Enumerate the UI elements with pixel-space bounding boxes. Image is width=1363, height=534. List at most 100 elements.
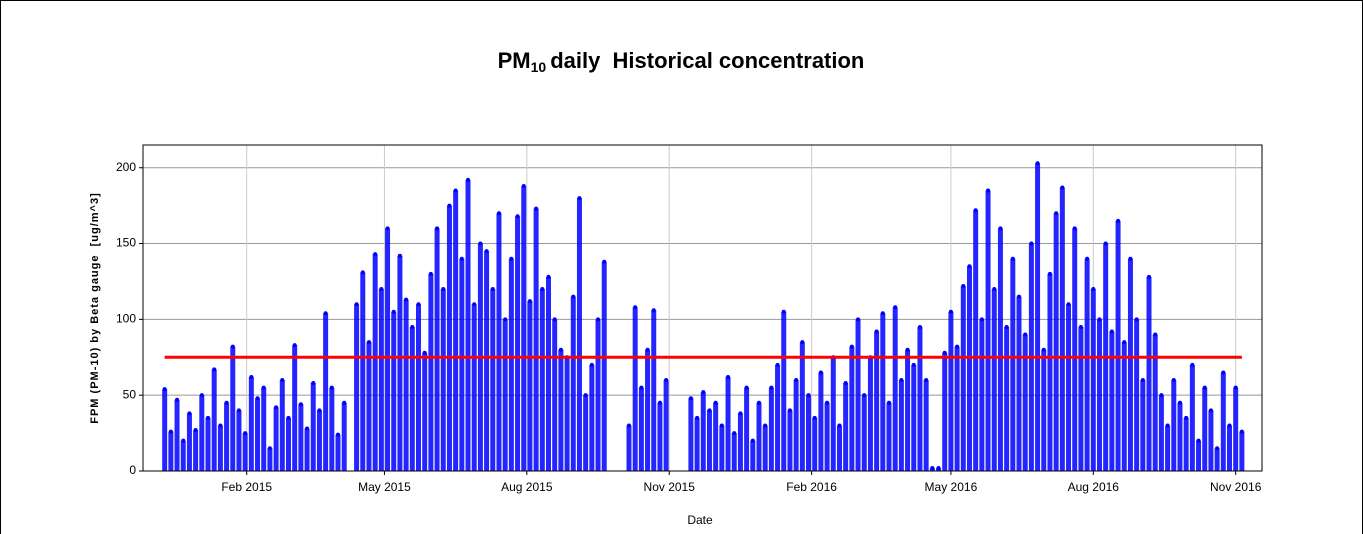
stem-marker (280, 378, 285, 383)
stem-marker (441, 287, 446, 292)
stem-marker (1029, 241, 1034, 246)
stem-marker (515, 214, 520, 219)
stem-marker (1190, 362, 1195, 367)
stem-marker (311, 381, 316, 386)
stem-marker (181, 438, 186, 443)
x-tick-label: Feb 2016 (786, 480, 837, 494)
stem-marker (193, 428, 198, 433)
stem-marker (756, 400, 761, 405)
stem-marker (1221, 370, 1226, 375)
plot-border (142, 144, 1263, 472)
title-rest: daily Historical concentration (550, 48, 864, 73)
stem-marker (1184, 415, 1189, 420)
stem-marker (267, 446, 272, 451)
stem-marker (286, 415, 291, 420)
stem-marker (893, 305, 898, 310)
stem-marker (639, 385, 644, 390)
stem-marker (1085, 256, 1090, 261)
stem-marker (955, 344, 960, 349)
stem-marker (837, 423, 842, 428)
stem-marker (385, 226, 390, 231)
stem-marker (342, 400, 347, 405)
stem-marker (651, 308, 656, 313)
stem-marker (1128, 256, 1133, 261)
stem-marker (781, 309, 786, 314)
stem-marker (1208, 408, 1213, 413)
stem-marker (1010, 256, 1015, 261)
stem-marker (391, 309, 396, 314)
stem-marker (633, 305, 638, 310)
stem-marker (1103, 241, 1108, 246)
stem-marker (292, 343, 297, 348)
stem-marker (1122, 340, 1127, 345)
stem-marker (162, 387, 167, 392)
stem-marker (521, 183, 526, 188)
stem-marker (478, 241, 483, 246)
stem-marker (1072, 226, 1077, 231)
stem-marker (862, 393, 867, 398)
stem-marker (360, 270, 365, 275)
stem-marker (1134, 317, 1139, 322)
x-tick-label: May 2016 (925, 480, 978, 494)
stem-marker (986, 188, 991, 193)
stem-marker (701, 390, 706, 395)
stem-marker (1060, 185, 1065, 190)
stem-marker (236, 408, 241, 413)
stem-marker (930, 465, 935, 470)
stem-marker (540, 287, 545, 292)
stem-marker (466, 177, 471, 182)
stem-marker (769, 385, 774, 390)
stem-marker (472, 302, 477, 307)
stem-marker (787, 408, 792, 413)
stem-marker (373, 252, 378, 257)
chart-title: PM10 daily Historical concentration (498, 48, 865, 75)
stem-marker (905, 347, 910, 352)
stem-marker (738, 411, 743, 416)
stem-marker (874, 329, 879, 334)
stem-marker (1227, 423, 1232, 428)
stem-marker (1035, 161, 1040, 166)
stem-marker (992, 287, 997, 292)
stem-marker (794, 378, 799, 383)
x-tick-label: Nov 2016 (1210, 480, 1262, 494)
y-tick-label: 150 (116, 236, 136, 250)
stem-marker (1091, 287, 1096, 292)
stem-marker (1153, 332, 1158, 337)
stem-marker (255, 396, 260, 401)
stem-marker (354, 302, 359, 307)
x-axis-label: Date (687, 513, 713, 527)
stem-marker (206, 415, 211, 420)
stem-marker (410, 324, 415, 329)
stem-marker (422, 350, 427, 355)
stem-marker (218, 423, 223, 428)
stem-marker (552, 317, 557, 322)
stem-marker (175, 397, 180, 402)
stem-marker (187, 411, 192, 416)
stem-marker (571, 294, 576, 299)
stem-marker (317, 408, 322, 413)
stem-marker (447, 203, 452, 208)
stem-marker (732, 431, 737, 436)
stem-marker (305, 426, 310, 431)
stem-marker (243, 431, 248, 436)
stem-marker (1202, 385, 1207, 390)
stem-marker (1165, 423, 1170, 428)
stem-marker (329, 385, 334, 390)
stem-marker (459, 256, 464, 261)
stem-marker (880, 311, 885, 316)
stem-marker (199, 393, 204, 398)
stem-marker (998, 226, 1003, 231)
y-tick-label: 50 (123, 387, 137, 401)
stem-marker (212, 367, 217, 372)
title-main: PM (498, 48, 531, 73)
stem-marker (1159, 393, 1164, 398)
stem-marker (1066, 302, 1071, 307)
stem-marker (589, 362, 594, 367)
stem-marker (453, 188, 458, 193)
stem-marker (249, 374, 254, 379)
stem-marker (645, 347, 650, 352)
stem-marker (1004, 324, 1009, 329)
stem-marker (849, 344, 854, 349)
